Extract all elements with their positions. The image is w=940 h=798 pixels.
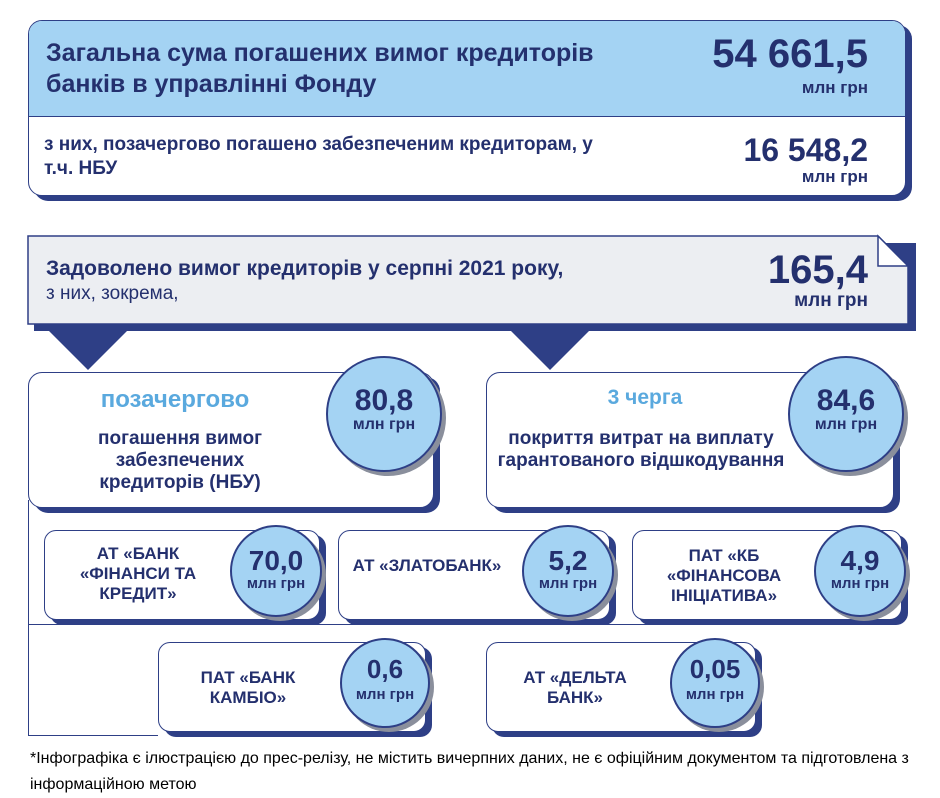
bank-value: 70,0 (248, 545, 304, 576)
right-branch-unit: млн грн (814, 416, 878, 433)
left-branch-text: погашення вимог забезпечених кредиторів … (98, 428, 262, 493)
bank-unit: млн грн (246, 575, 306, 592)
arrow-left (48, 330, 128, 370)
priority-total-text: з них, позачергово погашено забезпеченим… (44, 134, 593, 179)
bank-circle: 0,6 млн грн (340, 638, 430, 728)
total-header (29, 21, 905, 117)
bracket-vertical (28, 500, 29, 736)
bank-name: ПАТ «БАНК КАМБІО» (200, 668, 296, 707)
left-branch-value: 80,8 (354, 384, 414, 417)
footnote: *Інфографіка є ілюстрацією до прес-реліз… (30, 750, 909, 793)
bank-name: ПАТ «КБ «ФІНАНСОВА ІНІЦІАТИВА» (666, 546, 782, 605)
right-branch-heading: 3 черга (607, 386, 683, 409)
bank-name: АТ «БАНК «ФІНАНСИ ТА КРЕДИТ» (79, 544, 197, 603)
august-unit: млн грн (794, 290, 868, 311)
bank-value: 0,05 (689, 654, 741, 684)
bank-unit: млн грн (355, 686, 415, 703)
bank-circle: 70,0 млн грн (230, 525, 322, 617)
total-title: Загальна сума погашених вимог кредиторів… (46, 39, 594, 98)
bank-value: 4,9 (840, 545, 880, 576)
priority-total-unit: млн грн (801, 167, 868, 186)
bank-value: 0,6 (366, 654, 404, 684)
bracket-bottom (28, 735, 158, 736)
bank-circle: 4,9 млн грн (814, 525, 906, 617)
left-branch-heading: позачергово (100, 386, 250, 413)
bank-name: АТ «ДЕЛЬТА БАНК» (523, 668, 627, 707)
bank-circle: 0,05 млн грн (670, 638, 760, 728)
left-branch-circle: 80,8 млн грн (326, 356, 442, 472)
arrow-right (510, 330, 590, 370)
bank-unit: млн грн (685, 686, 745, 703)
august-subtitle: з них, зокрема, (46, 283, 179, 304)
bank-unit: млн грн (538, 575, 598, 592)
priority-total-value: 16 548,2 (743, 132, 868, 168)
bank-name: АТ «ЗЛАТОБАНК» (352, 556, 502, 575)
bracket-horizontal (28, 624, 888, 625)
bank-unit: млн грн (830, 575, 890, 592)
bank-value: 5,2 (548, 545, 588, 576)
left-branch-unit: млн грн (352, 416, 416, 433)
august-panel (27, 234, 916, 331)
august-title: Задоволено вимог кредиторів у серпні 202… (46, 257, 564, 280)
bank-circle: 5,2 млн грн (522, 525, 614, 617)
right-branch-circle: 84,6 млн грн (788, 356, 904, 472)
total-value: 54 661,5 (712, 32, 868, 76)
august-value: 165,4 (767, 248, 868, 292)
right-branch-text: покриття витрат на виплату гарантованого… (497, 428, 785, 471)
right-branch-value: 84,6 (816, 384, 876, 417)
total-unit: млн грн (801, 78, 868, 97)
